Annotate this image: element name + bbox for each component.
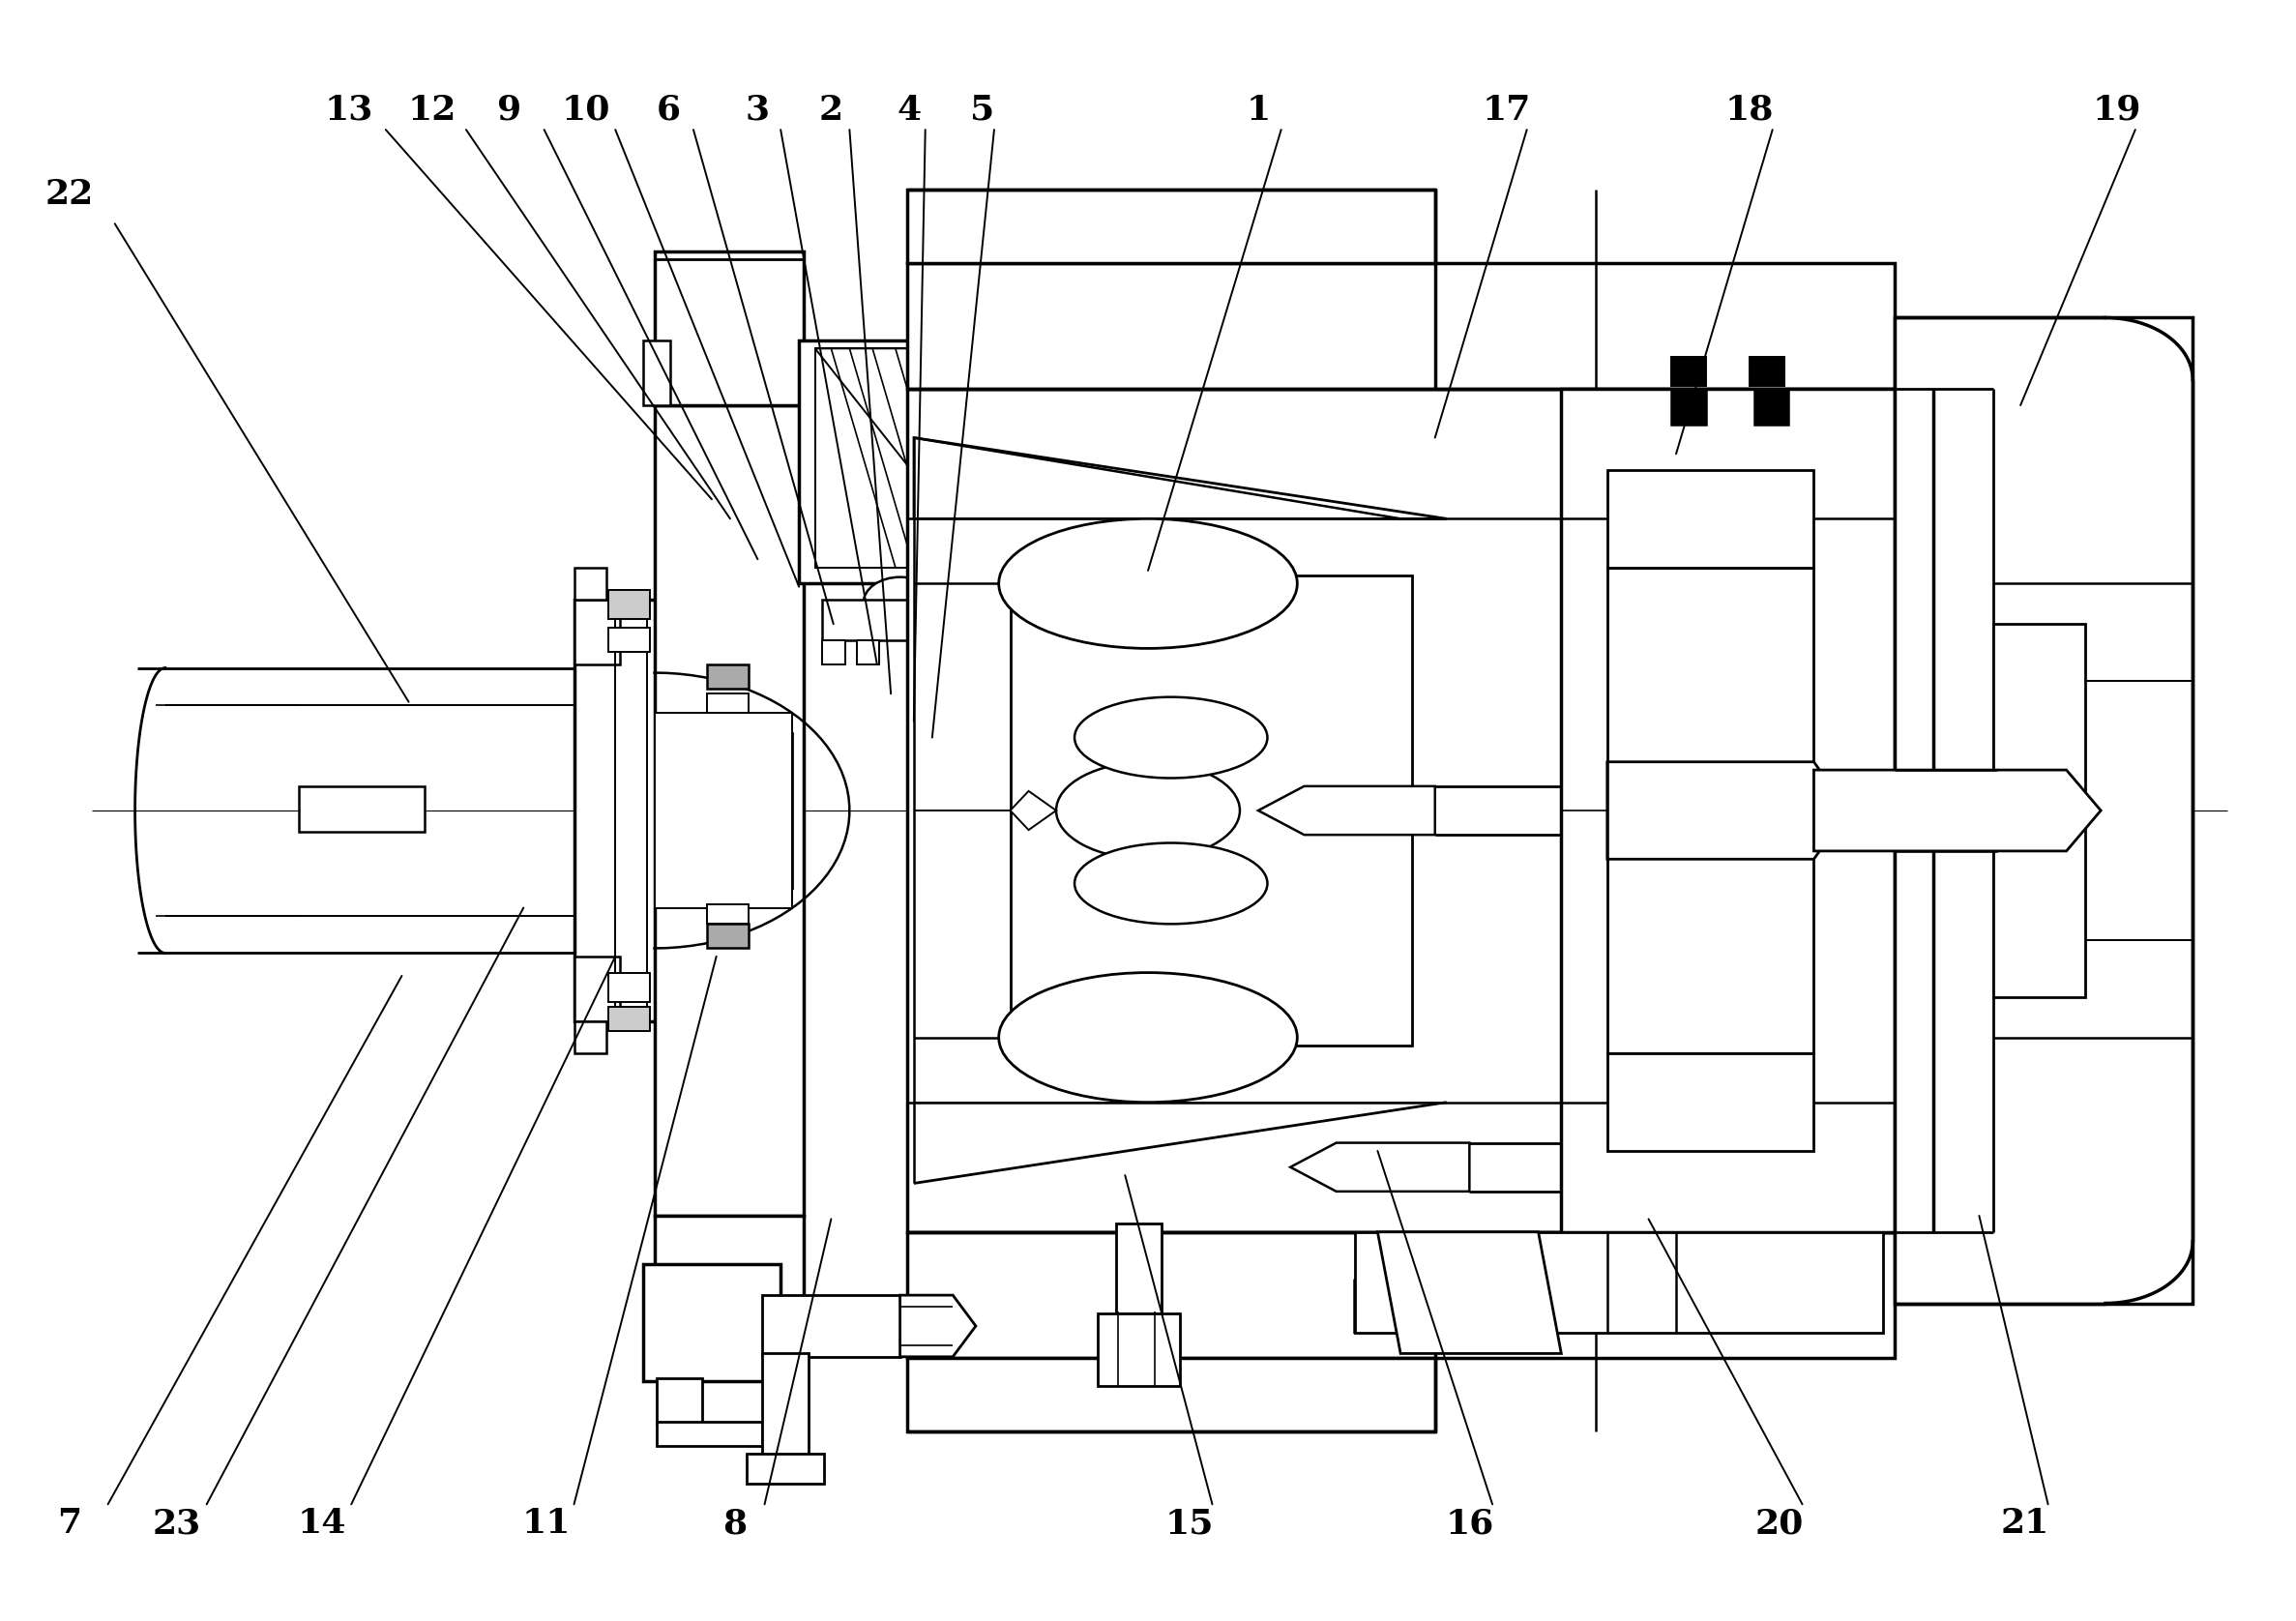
Text: 21: 21: [2000, 1508, 2050, 1540]
Bar: [856, 640, 879, 665]
Bar: [574, 567, 606, 600]
Polygon shape: [1290, 1143, 1469, 1191]
Text: 22: 22: [44, 178, 94, 211]
Bar: [822, 600, 932, 640]
Text: 11: 11: [521, 1508, 572, 1540]
Text: 18: 18: [1724, 94, 1775, 126]
Bar: [608, 590, 650, 619]
Bar: [907, 1232, 1894, 1358]
Bar: [654, 1216, 804, 1370]
Bar: [746, 1454, 824, 1483]
Bar: [1754, 389, 1789, 425]
Polygon shape: [1607, 762, 1848, 859]
Bar: [657, 1378, 703, 1423]
Bar: [707, 905, 748, 924]
Bar: [1993, 624, 2085, 997]
Bar: [1116, 1224, 1162, 1313]
Text: 20: 20: [1754, 1508, 1805, 1540]
Bar: [654, 713, 792, 908]
Bar: [1894, 318, 2193, 1303]
Polygon shape: [1378, 1232, 1561, 1354]
Bar: [907, 1358, 1435, 1431]
Bar: [574, 600, 620, 665]
Ellipse shape: [999, 519, 1297, 648]
Bar: [608, 1007, 650, 1031]
Bar: [1750, 1235, 1784, 1264]
Bar: [1607, 567, 1814, 1054]
Bar: [799, 340, 1001, 584]
Bar: [1097, 1313, 1180, 1386]
Polygon shape: [815, 349, 1001, 584]
Bar: [822, 640, 845, 665]
Bar: [1561, 389, 1894, 1232]
Bar: [907, 389, 1894, 1232]
Text: 10: 10: [560, 94, 611, 126]
Text: 17: 17: [1481, 94, 1531, 126]
Polygon shape: [900, 1295, 976, 1357]
Ellipse shape: [1075, 843, 1267, 924]
Text: 4: 4: [898, 94, 921, 126]
Text: 12: 12: [406, 94, 457, 126]
Bar: [815, 349, 985, 567]
Bar: [608, 627, 650, 652]
Bar: [1671, 389, 1706, 425]
Bar: [643, 340, 670, 405]
Ellipse shape: [918, 597, 964, 629]
Text: 2: 2: [820, 94, 843, 126]
Text: 16: 16: [1444, 1508, 1495, 1540]
Bar: [1010, 575, 1412, 1046]
Ellipse shape: [863, 577, 937, 629]
Polygon shape: [1258, 786, 1435, 835]
Text: 23: 23: [152, 1508, 202, 1540]
Text: 8: 8: [723, 1508, 746, 1540]
Text: 5: 5: [971, 94, 994, 126]
Text: 9: 9: [498, 94, 521, 126]
Bar: [1607, 470, 1814, 567]
Bar: [574, 600, 707, 1021]
Bar: [654, 405, 804, 1216]
Bar: [298, 786, 425, 832]
Bar: [1355, 1232, 1883, 1332]
Bar: [643, 1264, 781, 1381]
Bar: [707, 924, 748, 948]
Bar: [654, 733, 792, 888]
Text: 19: 19: [2092, 94, 2142, 126]
Bar: [608, 973, 650, 1002]
Text: 1: 1: [1247, 94, 1270, 126]
Bar: [1750, 357, 1784, 386]
Text: 3: 3: [746, 94, 769, 126]
Bar: [707, 694, 748, 713]
Ellipse shape: [999, 973, 1297, 1102]
Bar: [1607, 1054, 1814, 1151]
Text: 15: 15: [1164, 1508, 1215, 1540]
Text: 14: 14: [296, 1508, 347, 1540]
Bar: [654, 251, 804, 405]
Polygon shape: [914, 438, 1446, 519]
Bar: [762, 1354, 808, 1459]
Bar: [574, 956, 620, 1021]
Bar: [907, 263, 1894, 389]
Bar: [657, 1422, 762, 1446]
Bar: [907, 190, 1435, 263]
Bar: [707, 665, 748, 689]
Bar: [1671, 357, 1706, 386]
Ellipse shape: [1056, 762, 1240, 859]
Bar: [762, 1295, 900, 1357]
Polygon shape: [1814, 770, 2101, 851]
Bar: [1671, 1235, 1706, 1264]
Text: 6: 6: [657, 94, 680, 126]
Bar: [574, 1021, 606, 1054]
Polygon shape: [1010, 791, 1056, 830]
Text: 13: 13: [324, 94, 374, 126]
Ellipse shape: [1075, 697, 1267, 778]
Polygon shape: [1355, 1281, 1543, 1332]
Text: 7: 7: [57, 1508, 80, 1540]
